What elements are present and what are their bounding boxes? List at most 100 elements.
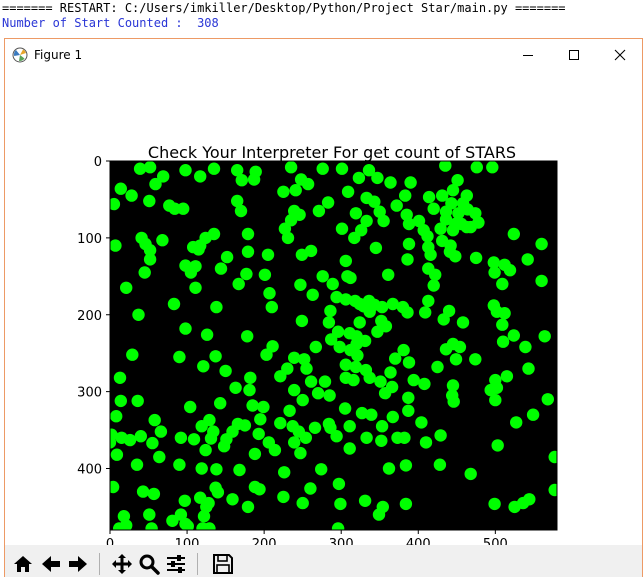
configure-subplots-button[interactable] <box>164 552 188 576</box>
star-point <box>113 522 126 530</box>
star-point <box>110 436 117 449</box>
star-point <box>143 194 156 208</box>
star-point <box>226 493 239 506</box>
star-point <box>339 293 352 306</box>
star-point <box>209 350 222 363</box>
star-point <box>179 322 192 335</box>
star-point <box>464 220 477 234</box>
star-point <box>496 335 510 348</box>
star-point <box>257 400 270 414</box>
star-point <box>244 371 257 384</box>
star-point <box>299 431 312 444</box>
star-point <box>419 306 432 319</box>
star-point <box>207 227 221 241</box>
pan-button[interactable] <box>110 552 134 576</box>
star-point <box>446 184 460 197</box>
star-point <box>200 500 213 514</box>
figure-canvas[interactable]: Check Your Interpreter For get count of … <box>5 71 642 552</box>
star-point <box>503 264 517 277</box>
star-point <box>343 420 356 433</box>
star-point <box>181 520 194 530</box>
star-point <box>434 222 447 235</box>
star-point <box>318 375 332 388</box>
star-point <box>197 510 211 523</box>
star-point <box>322 316 336 329</box>
star-point <box>548 483 557 497</box>
star-point <box>453 340 467 354</box>
star-point <box>110 410 123 423</box>
star-point <box>402 217 416 231</box>
maximize-button[interactable] <box>551 39 597 71</box>
star-point <box>195 462 208 475</box>
star-point <box>241 330 254 343</box>
star-point <box>330 430 343 443</box>
star-point <box>145 522 158 530</box>
star-point <box>355 406 369 420</box>
star-point <box>439 343 453 356</box>
star-point <box>133 162 147 175</box>
star-point <box>449 353 463 366</box>
save-button[interactable] <box>211 552 235 576</box>
save-icon <box>213 554 233 574</box>
star-point <box>146 436 159 450</box>
star-point <box>157 170 170 183</box>
star-point <box>486 161 499 174</box>
star-point <box>386 410 399 424</box>
star-point <box>214 262 228 275</box>
star-point <box>304 375 318 388</box>
star-point <box>469 251 483 265</box>
star-point <box>368 195 381 208</box>
star-point <box>316 270 329 283</box>
star-point <box>322 417 336 431</box>
star-point <box>306 288 319 301</box>
star-point <box>390 199 403 212</box>
star-point <box>197 360 210 373</box>
star-point <box>301 177 315 191</box>
star-point <box>526 408 540 421</box>
star-point <box>278 466 291 479</box>
python-shell-output: ======= RESTART: C:/Users/imkiller/Deskt… <box>0 0 643 40</box>
star-point <box>214 397 227 410</box>
star-point <box>488 266 501 279</box>
star-point <box>422 294 435 308</box>
star-point <box>311 387 325 400</box>
y-tick-label: 100 <box>77 232 102 247</box>
star-point <box>131 394 144 408</box>
star-point <box>519 340 532 354</box>
star-point <box>261 248 275 261</box>
home-button[interactable] <box>11 552 35 576</box>
star-point <box>295 314 309 328</box>
star-point <box>358 494 372 507</box>
zoom-button[interactable] <box>137 552 161 576</box>
back-button[interactable] <box>39 552 63 576</box>
star-point <box>253 483 266 496</box>
star-point <box>148 413 161 427</box>
star-point <box>535 237 548 251</box>
star-point <box>167 297 181 311</box>
star-point <box>178 494 191 507</box>
minimize-button[interactable] <box>505 39 551 71</box>
star-point <box>241 227 255 241</box>
figure-window: Figure 1 Check Your Interpreter For get … <box>4 38 643 577</box>
star-point <box>347 373 360 387</box>
star-point <box>382 462 396 475</box>
star-point <box>123 433 137 447</box>
star-point <box>369 241 383 255</box>
star-point <box>288 351 301 364</box>
star-point <box>373 205 386 218</box>
star-point <box>363 371 376 384</box>
star-point <box>490 381 504 394</box>
restart-line: ======= RESTART: C:/Users/imkiller/Deskt… <box>2 1 566 15</box>
star-point <box>274 370 287 383</box>
star-point <box>548 450 557 464</box>
star-point <box>447 395 460 408</box>
window-titlebar[interactable]: Figure 1 <box>5 39 642 71</box>
forward-button[interactable] <box>66 552 90 576</box>
star-point <box>321 196 335 209</box>
star-point <box>229 381 242 394</box>
star-point <box>210 300 223 314</box>
close-button[interactable] <box>597 39 643 71</box>
star-point <box>134 430 147 443</box>
star-point <box>143 253 157 266</box>
star-point <box>265 300 278 314</box>
